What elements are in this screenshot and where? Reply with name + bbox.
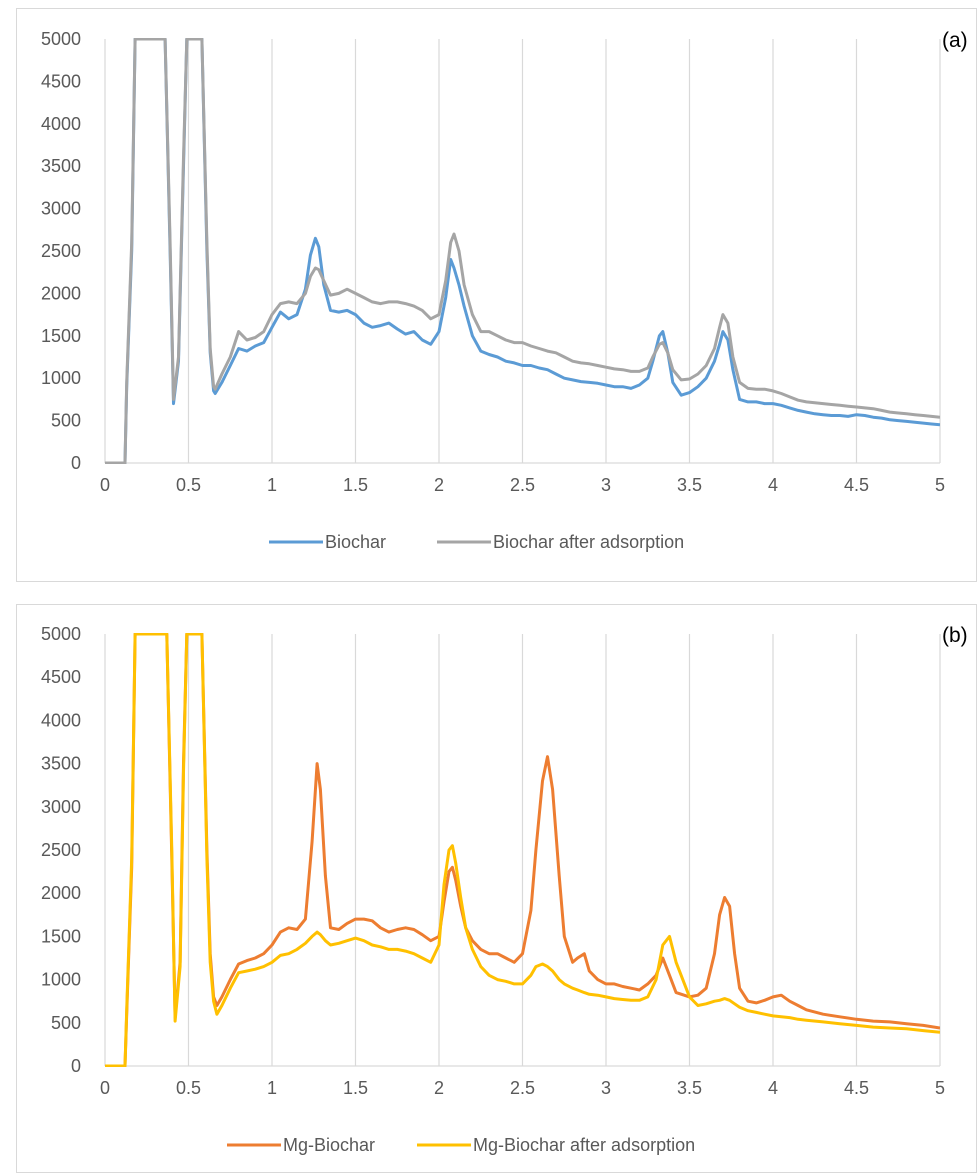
- y-tick-label: 1500: [41, 926, 81, 946]
- y-tick-label: 2500: [41, 241, 81, 261]
- x-tick-label: 1: [267, 1078, 277, 1098]
- y-tick-label: 4000: [41, 710, 81, 730]
- x-tick-label: 2.5: [510, 475, 535, 495]
- y-tick-label: 4500: [41, 71, 81, 91]
- y-tick-label: 1500: [41, 326, 81, 346]
- x-tick-label: 0: [100, 1078, 110, 1098]
- x-tick-label: 4: [768, 475, 778, 495]
- legend-label-2: Mg-Biochar after adsorption: [473, 1135, 695, 1155]
- y-tick-label: 3500: [41, 754, 81, 774]
- x-tick-label: 1.5: [343, 1078, 368, 1098]
- x-tick-label: 4.5: [844, 1078, 869, 1098]
- y-tick-label: 2500: [41, 840, 81, 860]
- x-tick-label: 0: [100, 475, 110, 495]
- panel-label: (b): [942, 624, 968, 647]
- x-tick-label: 5: [935, 475, 945, 495]
- legend-label-2: Biochar after adsorption: [493, 532, 684, 552]
- x-tick-label: 4: [768, 1078, 778, 1098]
- chart-panel-a: 0 0.5 1 1.5 2 2.5 3 3.5 4 4.5 5 0 500 1000 1500 2000 250…: [16, 8, 977, 582]
- x-tick-label: 2: [434, 1078, 444, 1098]
- y-tick-label: 5000: [41, 624, 81, 644]
- chart-a: 0 0.5 1 1.5 2 2.5 3 3.5 4 4.5 5 0 500 1000 1500 2000 250…: [41, 29, 968, 552]
- chart-b: 0 0.5 1 1.5 2 2.5 3 3.5 4 4.5 5 0 500 1000 1500 2000 250…: [41, 624, 968, 1155]
- y-tick-label: 2000: [41, 883, 81, 903]
- y-tick-label: 4500: [41, 667, 81, 687]
- x-tick-label: 1: [267, 475, 277, 495]
- series-line-2: [105, 38, 940, 464]
- x-tick-label: 4.5: [844, 475, 869, 495]
- y-tick-label: 500: [51, 1013, 81, 1033]
- x-tick-label: 5: [935, 1078, 945, 1098]
- y-tick-label: 2000: [41, 283, 81, 303]
- y-tick-label: 3000: [41, 199, 81, 219]
- y-tick-label: 4000: [41, 114, 81, 134]
- y-tick-label: 5000: [41, 29, 81, 49]
- y-tick-label: 0: [71, 453, 81, 473]
- legend-label-1: Mg-Biochar: [283, 1135, 375, 1155]
- y-tick-label: 1000: [41, 970, 81, 990]
- y-tick-label: 1000: [41, 368, 81, 388]
- x-tick-label: 3.5: [677, 475, 702, 495]
- y-tick-label: 3000: [41, 797, 81, 817]
- x-tick-label: 3.5: [677, 1078, 702, 1098]
- x-tick-label: 1.5: [343, 475, 368, 495]
- legend-label-1: Biochar: [325, 532, 386, 552]
- series-line-1: [105, 38, 940, 464]
- x-tick-label: 2.5: [510, 1078, 535, 1098]
- panel-label: (a): [942, 29, 968, 52]
- x-tick-label: 3: [601, 1078, 611, 1098]
- x-tick-label: 0.5: [176, 1078, 201, 1098]
- x-tick-label: 2: [434, 475, 444, 495]
- y-tick-label: 500: [51, 411, 81, 431]
- series-line-2: [105, 633, 940, 1067]
- y-tick-label: 3500: [41, 156, 81, 176]
- x-tick-label: 0.5: [176, 475, 201, 495]
- x-tick-label: 3: [601, 475, 611, 495]
- chart-panel-b: 0 0.5 1 1.5 2 2.5 3 3.5 4 4.5 5 0 500 1000 1500 2000 250…: [16, 604, 977, 1173]
- y-tick-label: 0: [71, 1056, 81, 1076]
